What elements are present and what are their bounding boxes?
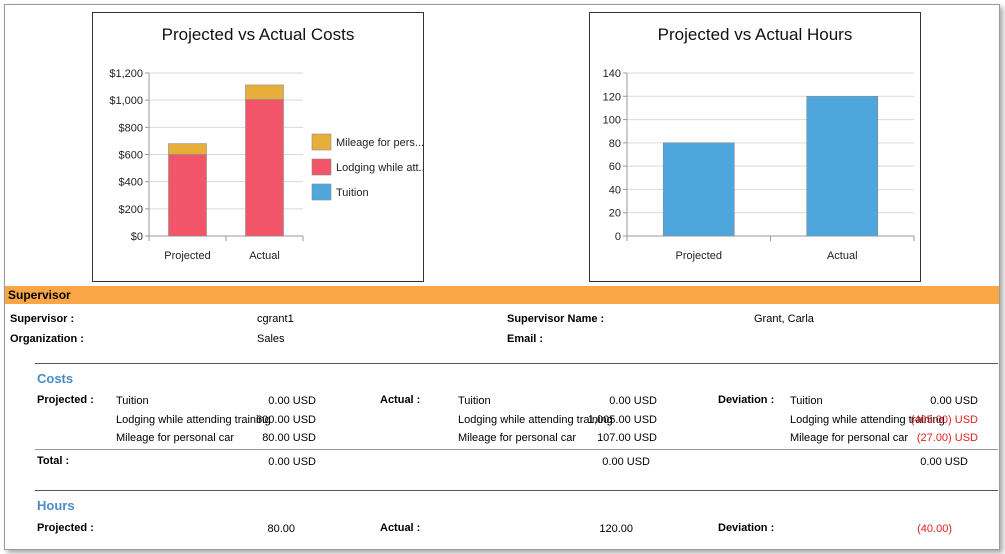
deviation-row-value: (405.00) USD xyxy=(910,414,978,426)
bar xyxy=(168,143,207,155)
projected-row-value: 80.00 USD xyxy=(262,432,316,444)
x-tick-label: Projected xyxy=(164,250,210,262)
actual-row-name: Tuition xyxy=(458,395,491,407)
actual-row-name: Mileage for personal car xyxy=(458,432,577,444)
bar xyxy=(662,142,735,237)
y-tick-label: 120 xyxy=(603,91,621,103)
hours-projected-label: Projected : xyxy=(37,522,94,534)
deviation-row-value: (27.00) USD xyxy=(916,432,978,444)
legend-swatch xyxy=(311,158,332,176)
deviation-row-value: 0.00 USD xyxy=(930,395,978,407)
projected-row-name: Tuition xyxy=(116,395,149,407)
projected-row-name: Mileage for personal car xyxy=(116,432,235,444)
hours-divider xyxy=(35,490,998,491)
actual-row-value: 1,005.00 USD xyxy=(587,414,657,426)
hours-section-title: Hours xyxy=(37,498,75,513)
y-tick-label: 100 xyxy=(603,115,621,127)
bar xyxy=(168,154,207,237)
costs-projected-label: Projected : xyxy=(37,394,94,406)
total-divider xyxy=(35,449,998,450)
projected-row-value: 0.00 USD xyxy=(268,395,316,407)
actual-row-name: Lodging while attending training xyxy=(458,414,613,426)
hours-chart-title: Projected vs Actual Hours xyxy=(657,25,853,44)
projected-row-value: 600.00 USD xyxy=(256,414,316,426)
email-label: Email : xyxy=(507,333,544,345)
bar xyxy=(806,95,879,237)
legend-label: Tuition xyxy=(336,187,369,199)
costs-chart-title: Projected vs Actual Costs xyxy=(161,25,355,44)
y-tick-label: 40 xyxy=(609,184,621,196)
y-tick-label: 0 xyxy=(615,231,621,243)
y-tick-label: $200 xyxy=(119,204,143,216)
y-tick-label: $400 xyxy=(119,177,143,189)
deviation-row-name: Lodging while attending training xyxy=(790,414,945,426)
legend-label: Mileage for pers... xyxy=(336,137,423,149)
supervisor-name-label: Supervisor Name : xyxy=(507,313,605,325)
hours-deviation-label: Deviation : xyxy=(718,522,775,534)
actual-row-value: 0.00 USD xyxy=(609,395,657,407)
y-tick-label: 20 xyxy=(609,208,621,220)
projected-row-name: Lodging while attending training xyxy=(116,414,271,426)
legend-swatch xyxy=(311,183,332,201)
organization-label: Organization : xyxy=(10,333,84,345)
hours-chart-plot: 0 20 40 60 80 100 120 140 Projected Actual xyxy=(603,68,915,262)
supervisor-value: cgrant1 xyxy=(257,313,294,325)
y-tick-label: 140 xyxy=(603,68,621,80)
section-divider xyxy=(35,363,998,364)
legend-swatch xyxy=(311,133,332,151)
y-tick-label: 80 xyxy=(609,138,621,150)
costs-chart: Projected vs Actual Costs $0 $200 $400 $600… xyxy=(92,12,424,282)
actual-row-value: 107.00 USD xyxy=(597,432,657,444)
hours-deviation-value: (40.00) xyxy=(917,523,952,535)
hours-actual-label: Actual : xyxy=(380,522,421,534)
supervisor-name-value: Grant, Carla xyxy=(754,313,814,325)
costs-chart-plot: $0 $200 $400 $600 $800 $1,000 $1,200 Projected A… xyxy=(109,68,423,262)
y-tick-label: $600 xyxy=(119,150,143,162)
y-tick-label: $0 xyxy=(131,231,143,243)
y-tick-label: $800 xyxy=(119,122,143,134)
y-tick-label: $1,000 xyxy=(109,95,143,107)
deviation-row-name: Mileage for personal car xyxy=(790,432,909,444)
y-tick-label: 60 xyxy=(609,161,621,173)
actual-total: 0.00 USD xyxy=(602,456,650,468)
deviation-total: 0.00 USD xyxy=(920,456,968,468)
y-tick-label: $1,200 xyxy=(109,68,143,80)
organization-value: Sales xyxy=(257,333,285,345)
legend-label: Lodging while att... xyxy=(336,162,423,174)
costs-deviation-label: Deviation : xyxy=(718,394,775,406)
x-tick-label: Projected xyxy=(676,250,722,262)
deviation-row-name: Tuition xyxy=(790,395,823,407)
bar xyxy=(245,84,284,100)
x-tick-label: Actual xyxy=(249,250,280,262)
x-tick-label: Actual xyxy=(827,250,858,262)
costs-total-label: Total : xyxy=(37,455,70,467)
hours-actual-value: 120.00 xyxy=(599,523,633,535)
hours-chart: Projected vs Actual Hours 0 20 40 60 80 100 12… xyxy=(589,12,921,282)
costs-actual-label: Actual : xyxy=(380,394,421,406)
costs-section-title: Costs xyxy=(37,371,74,386)
supervisor-label: Supervisor : xyxy=(10,313,75,325)
hours-projected-value: 80.00 xyxy=(267,523,295,535)
supervisor-header: Supervisor xyxy=(5,286,999,304)
bar xyxy=(245,99,284,237)
projected-total: 0.00 USD xyxy=(268,456,316,468)
